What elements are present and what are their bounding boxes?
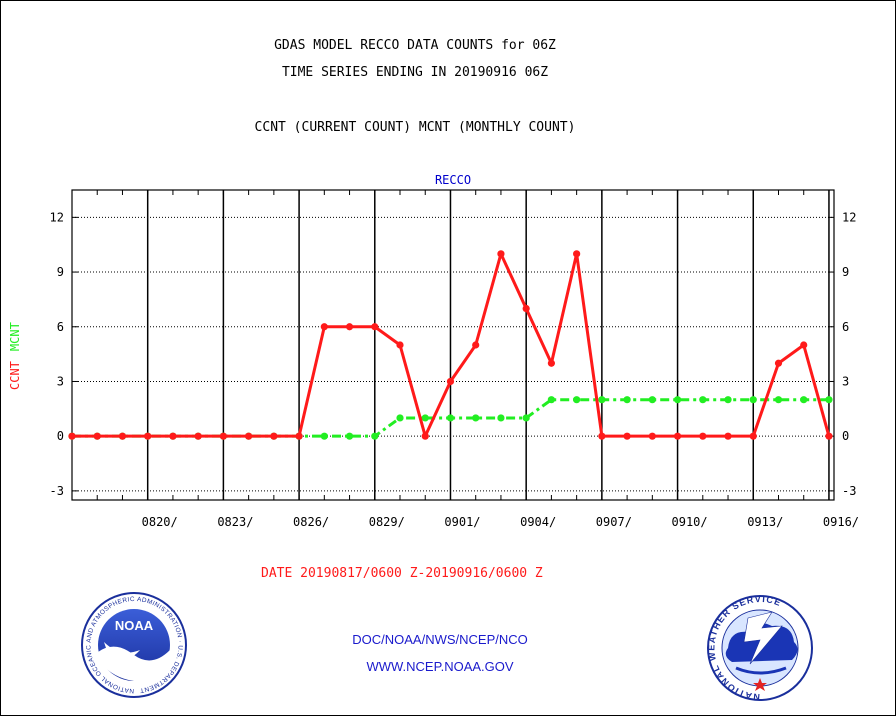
x-tick-label: 0901/	[444, 515, 480, 529]
y-tick-label-left: 3	[57, 374, 64, 388]
point-ccnt	[598, 432, 606, 440]
y-tick-label-left: 6	[57, 320, 64, 334]
y-tick-label-right: 12	[842, 210, 856, 224]
point-ccnt	[118, 432, 127, 440]
point-ccnt	[295, 432, 303, 440]
y-tick-label-right: -3	[842, 484, 856, 498]
point-mcnt	[472, 414, 480, 422]
point-mcnt	[749, 396, 757, 404]
point-mcnt	[522, 414, 530, 422]
y-tick-label-right: 0	[842, 429, 849, 443]
y-axis-series-label: CCNT MCNT	[8, 322, 22, 390]
point-mcnt	[724, 396, 732, 404]
noaa-logo: NOAA NATIONAL OCEANIC AND ATMOSPHERIC AD…	[0, 0, 187, 698]
point-mcnt	[673, 396, 682, 404]
point-mcnt	[623, 396, 631, 404]
x-tick-label: 0820/	[142, 515, 178, 529]
point-mcnt	[371, 432, 379, 440]
x-tick-label: 0826/	[293, 515, 329, 529]
point-mcnt	[547, 396, 556, 404]
x-tick-label: 0829/	[369, 515, 405, 529]
point-mcnt	[774, 396, 783, 404]
point-mcnt	[421, 414, 429, 422]
svg-text:NATIONAL OCEANIC AND ATMOSPHER: NATIONAL OCEANIC AND ATMOSPHERIC ADMINIS…	[0, 0, 184, 694]
point-mcnt	[648, 396, 656, 404]
point-ccnt	[144, 432, 152, 440]
point-mcnt	[800, 396, 808, 404]
date-range-label: DATE 20190817/0600 Z-20190916/0600 Z	[261, 566, 543, 581]
point-ccnt	[825, 432, 833, 440]
point-ccnt	[673, 432, 682, 440]
x-tick-label: 0823/	[217, 515, 253, 529]
y-tick-label-left: -3	[50, 484, 64, 498]
point-ccnt	[623, 432, 631, 440]
x-tick-label: 0913/	[747, 515, 783, 529]
x-tick-label: 0904/	[520, 515, 556, 529]
point-ccnt	[472, 341, 480, 349]
point-ccnt	[573, 250, 581, 258]
point-ccnt	[522, 304, 530, 313]
point-mcnt	[345, 432, 354, 440]
point-ccnt	[724, 432, 732, 440]
y-axis-ccnt-label: CCNT	[8, 361, 22, 390]
y-tick-label-left: 12	[50, 210, 64, 224]
point-mcnt	[497, 414, 505, 422]
svg-text:NOAA: NOAA	[115, 618, 154, 633]
point-ccnt	[93, 432, 101, 440]
x-tick-label: 0907/	[596, 515, 632, 529]
point-ccnt	[194, 432, 202, 440]
chart-subtitle: CCNT (CURRENT COUNT) MCNT (MONTHLY COUNT…	[254, 120, 576, 135]
y-tick-label-left: 0	[57, 429, 64, 443]
y-tick-label-left: 9	[57, 265, 64, 279]
point-mcnt	[320, 432, 328, 440]
point-ccnt	[219, 432, 227, 440]
plot-border	[71, 189, 835, 501]
panel-title: RECCO	[435, 173, 471, 187]
x-tick-label: 0916/	[823, 515, 859, 529]
point-mcnt	[825, 396, 833, 404]
point-ccnt	[68, 432, 76, 440]
point-ccnt	[396, 341, 404, 349]
x-tick-label: 0910/	[672, 515, 708, 529]
point-ccnt	[345, 323, 354, 331]
y-tick-label-right: 6	[842, 320, 849, 334]
org-label: DOC/NOAA/NWS/NCEP/NCO	[352, 632, 528, 647]
point-ccnt	[371, 323, 379, 331]
point-ccnt	[446, 377, 455, 386]
point-ccnt	[270, 432, 278, 440]
point-ccnt	[320, 323, 328, 331]
point-ccnt	[169, 432, 177, 440]
point-mcnt	[573, 396, 581, 404]
point-ccnt	[547, 359, 556, 367]
y-tick-label-right: 9	[842, 265, 849, 279]
point-mcnt	[699, 396, 707, 404]
website-label: WWW.NCEP.NOAA.GOV	[366, 659, 514, 674]
point-ccnt	[648, 432, 656, 440]
point-mcnt	[446, 414, 455, 422]
point-ccnt	[774, 359, 783, 367]
point-ccnt	[421, 432, 429, 440]
noaa-ring-text: NATIONAL OCEANIC AND ATMOSPHERIC ADMINIS…	[0, 0, 183, 694]
point-ccnt	[245, 432, 253, 440]
chart-title-line1: GDAS MODEL RECCO DATA COUNTS for 06Z	[274, 38, 556, 53]
point-mcnt	[396, 414, 404, 422]
point-ccnt	[497, 250, 505, 258]
point-ccnt	[800, 341, 808, 349]
y-axis-mcnt-label: MCNT	[8, 322, 22, 351]
y-tick-label-right: 3	[842, 374, 849, 388]
point-ccnt	[699, 432, 707, 440]
point-mcnt	[598, 396, 606, 404]
nws-logo: NATIONAL WEATHER SERVICE	[706, 594, 813, 702]
chart-title-line2: TIME SERIES ENDING IN 20190916 06Z	[281, 65, 549, 80]
point-ccnt	[749, 432, 757, 440]
